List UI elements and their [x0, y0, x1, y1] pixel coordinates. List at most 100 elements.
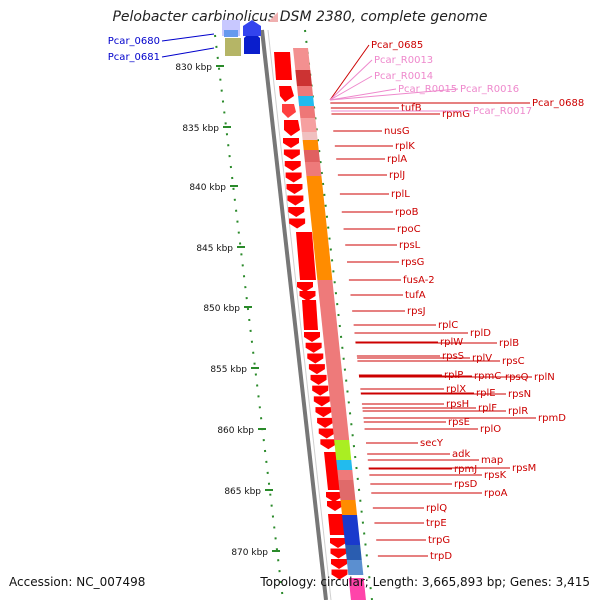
gene-arrow [317, 417, 334, 428]
leader-line [329, 44, 370, 101]
leader-line [329, 88, 459, 101]
backbone-line [260, 29, 328, 600]
gene-label: rplV [472, 353, 492, 364]
left-tick-ladder [214, 34, 284, 600]
gene-label: adk [452, 449, 470, 460]
feature-arrow [243, 20, 261, 36]
gene-label: nusG [384, 126, 410, 137]
leader-line [161, 33, 215, 42]
tick-label: 830 kbp [175, 63, 212, 73]
cog-segment [348, 578, 366, 600]
gene-label: rplD [470, 328, 491, 339]
gene-block [302, 300, 318, 330]
backbone-shadow [267, 29, 332, 600]
cog-segment [336, 460, 353, 470]
gene-label: trpD [430, 551, 452, 562]
gene-arrow [299, 291, 316, 301]
backbone-group [260, 29, 332, 600]
cog-segment [299, 106, 316, 118]
gene-label: rpoC [397, 224, 421, 235]
gene-arrow [331, 559, 347, 569]
tick-group: 830 kbp 835 kbp 840 kbp 845 kbp 850 kbp 855 k… [175, 29, 373, 600]
gene-label: Pcar_R0017 [473, 106, 532, 117]
cog-segment [304, 162, 322, 176]
gene-arrow [285, 172, 302, 183]
cog-segment [338, 480, 356, 500]
gene-label: map [481, 455, 503, 466]
cog-segment [346, 560, 364, 575]
gene-label: rpsK [484, 470, 507, 481]
leader-line [329, 75, 373, 101]
tick-label: 865 kbp [224, 487, 261, 497]
cog-segment [334, 440, 352, 460]
gene-label: rpmJ [454, 464, 477, 475]
gene-label: rplC [438, 320, 458, 331]
gene-label: rpmG [442, 109, 470, 120]
gene-label: tufA [405, 290, 426, 301]
gene-arrow [286, 184, 303, 194]
gene-arrow [308, 364, 325, 375]
cog-segment [296, 86, 314, 96]
gene-label: Pcar_0685 [371, 40, 423, 51]
topology-label: Topology: circular; Length: 3,665,893 bp… [260, 575, 590, 589]
gene-arrow [288, 207, 305, 217]
gene-label: Pcar_0680 [108, 36, 160, 47]
feature-block [224, 30, 238, 37]
cog-segment [342, 515, 361, 545]
gene-block [296, 232, 316, 280]
gene-label: rpoA [484, 488, 508, 499]
gene-arrow [283, 138, 299, 148]
gene-label: rplL [391, 189, 410, 200]
gene-arrow [320, 439, 337, 450]
gene-label: tufB [401, 103, 422, 114]
cog-segment [298, 96, 315, 106]
gene-label: rpsN [508, 389, 531, 400]
cog-segment [302, 140, 319, 150]
gene-label: rplN [534, 372, 555, 383]
gene-arrow [312, 385, 329, 396]
gene-arrow [279, 86, 294, 102]
cog-segment [306, 176, 328, 232]
gene-label: trpE [426, 518, 447, 529]
cog-segment [303, 150, 320, 162]
gene-arrow [315, 407, 332, 418]
feature-arrow [268, 12, 278, 22]
label-group: Pcar_0680 Pcar_0681 Pcar_0685 Pcar_R0013 Pca… [108, 33, 584, 562]
tick-label: 855 kbp [210, 365, 247, 375]
accession-label: Accession: NC_007498 [9, 575, 146, 589]
gene-label: rplQ [426, 503, 447, 514]
gene-arrow [305, 342, 322, 353]
gene-label: rpsG [401, 257, 424, 268]
gene-label: Pcar_0681 [108, 52, 160, 63]
gene-arrow [289, 218, 306, 229]
tick-label: 870 kbp [231, 548, 268, 558]
gene-label: rpsH [446, 399, 469, 410]
gene-label: Pcar_R0016 [460, 84, 519, 95]
cog-segment [317, 280, 350, 440]
gene-label: rpsC [502, 356, 525, 367]
cog-segment [293, 48, 311, 70]
gene-label: rplO [480, 424, 501, 435]
gene-label: rplK [395, 141, 415, 152]
cog-segment [301, 132, 318, 140]
gene-arrow [318, 428, 335, 439]
tick-label: 835 kbp [182, 124, 219, 134]
gene-label: Pcar_R0015 [398, 84, 457, 95]
cog-segment [295, 70, 312, 86]
gene-arrow [282, 104, 296, 118]
gene-label: rpsE [448, 417, 470, 428]
leader-line [161, 47, 215, 58]
gene-label: rpsJ [407, 306, 426, 317]
gene-label: rplF [478, 403, 497, 414]
gene-block [274, 52, 292, 80]
gene-label: rplX [446, 384, 466, 395]
gene-label: rplA [387, 154, 407, 165]
gene-arrow [327, 501, 343, 511]
gene-label: rpsD [454, 479, 478, 490]
leader-line [329, 88, 397, 101]
gene-label: rpsL [399, 240, 421, 251]
gene-label: rplR [508, 406, 528, 417]
cog-segment [312, 232, 333, 280]
gene-arrow [284, 161, 301, 171]
gene-arrow [331, 569, 348, 580]
